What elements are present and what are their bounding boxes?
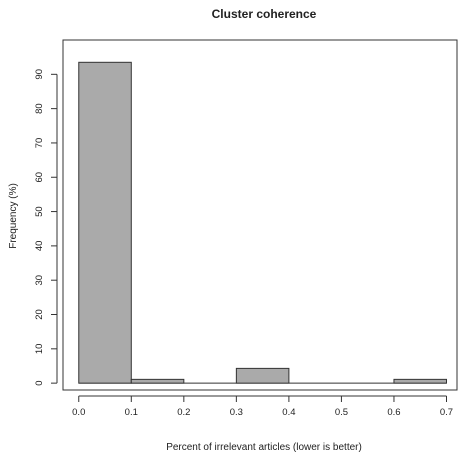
x-tick-label: 0.0 xyxy=(72,407,85,418)
x-tick-label: 0.4 xyxy=(282,407,295,418)
x-tick-label: 0.1 xyxy=(125,407,138,418)
y-axis-title: Frequency (%) xyxy=(8,183,19,249)
x-tick-label: 0.2 xyxy=(177,407,190,418)
axes-layer: 0.0 0.1 0.2 0.3 0.4 0.5 0.6 0.7 0 10 20 30 40 50 60 70 8… xyxy=(34,69,453,418)
x-axis-title: Percent of irrelevant articles (lower is… xyxy=(166,442,362,453)
y-tick-label: 0 xyxy=(34,380,45,385)
y-tick-label: 60 xyxy=(34,172,45,183)
x-tick-label: 0.6 xyxy=(387,407,400,418)
y-tick-label: 20 xyxy=(34,309,45,320)
chart-title: Cluster coherence xyxy=(212,7,317,21)
histogram-bar-0 xyxy=(78,61,132,384)
y-tick-label: 40 xyxy=(34,241,45,252)
histogram-bar-6 xyxy=(393,378,447,384)
histogram-bar-3 xyxy=(235,367,290,384)
x-tick-label: 0.5 xyxy=(335,407,348,418)
y-tick-label: 80 xyxy=(34,103,45,114)
y-tick-label: 10 xyxy=(34,344,45,355)
bars-layer xyxy=(78,61,447,384)
y-tick-label: 50 xyxy=(34,206,45,217)
plot-frame xyxy=(62,39,458,391)
histogram-bar-1 xyxy=(130,378,185,384)
y-tick-label: 90 xyxy=(34,69,45,80)
y-tick-label: 70 xyxy=(34,138,45,149)
x-tick-label: 0.7 xyxy=(440,407,453,418)
y-tick-label: 30 xyxy=(34,275,45,286)
x-tick-label: 0.3 xyxy=(230,407,243,418)
